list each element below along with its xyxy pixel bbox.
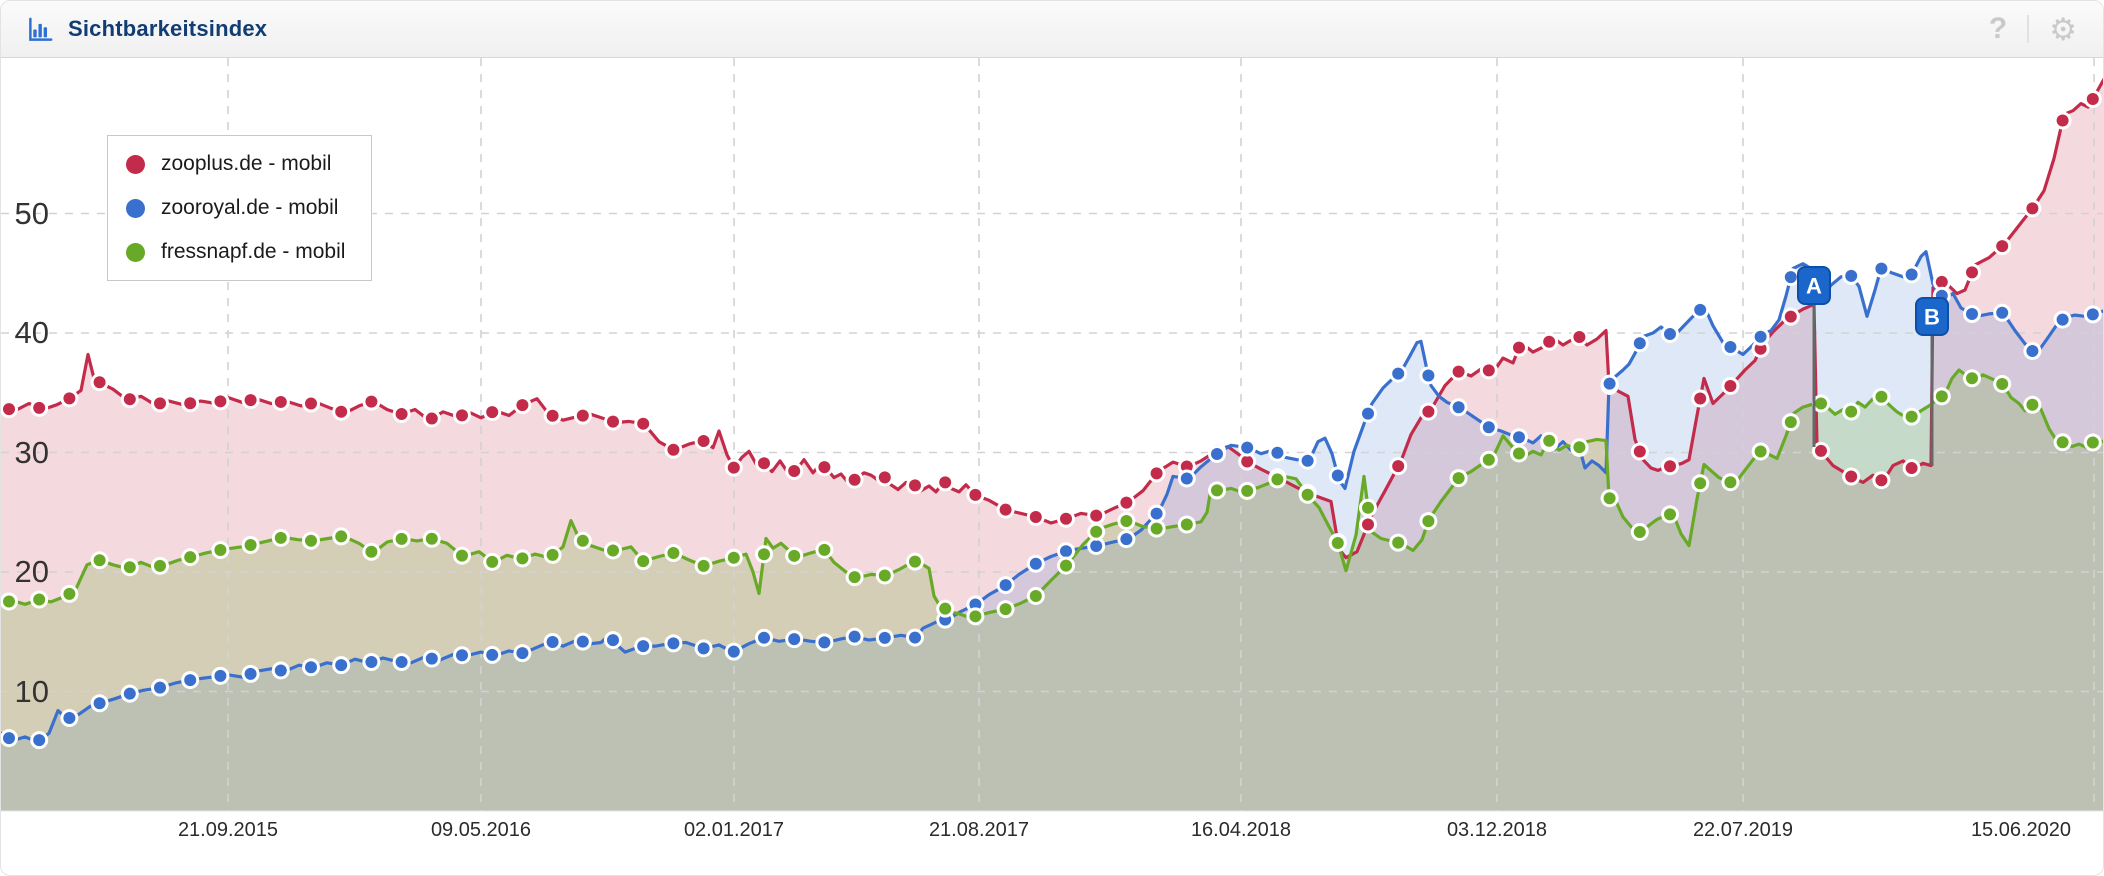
widget-title: Sichtbarkeitsindex [68, 16, 268, 41]
y-axis-label-40: 40 [14, 315, 49, 350]
x-axis-label: 15.06.2020 [1970, 819, 2072, 841]
y-axis-label-30: 30 [14, 434, 49, 470]
area-fressnapf [1, 370, 2103, 811]
legend-dot-zooplus-icon [126, 154, 145, 174]
legend-item-zooroyal[interactable]: zooroyal.de - mobil [126, 186, 345, 230]
legend-label-zooroyal: zooroyal.de - mobil [161, 196, 339, 219]
bar-chart-icon [27, 16, 54, 43]
annotation-pin-a[interactable]: A [1797, 266, 1831, 447]
x-axis-label: 03.12.2018 [1446, 819, 1548, 841]
legend-item-fressnapf[interactable]: fressnapf.de - mobil [126, 230, 345, 274]
legend-label-zooplus: zooplus.de - mobil [161, 152, 332, 175]
help-icon[interactable]: ? [1988, 12, 2008, 45]
y-axis-label-50: 50 [14, 195, 49, 231]
annotation-pin-b[interactable]: B [1915, 297, 1949, 466]
legend-label-fressnapf: fressnapf.de - mobil [161, 240, 346, 263]
x-axis-label: 09.05.2016 [430, 819, 532, 841]
x-axis-label: 21.09.2015 [177, 819, 279, 841]
settings-gear-icon[interactable]: ⚙ [2049, 11, 2077, 47]
x-axis-label: 16.04.2018 [1190, 819, 1292, 841]
widget-toolbar: Sichtbarkeitsindex ? ⚙ [1, 1, 2103, 58]
area-zooplus [1, 80, 2103, 811]
pin-box [1797, 266, 1831, 305]
pin-box [1915, 297, 1949, 336]
pin-label: B [1924, 305, 1940, 330]
y-axis-label-10: 10 [14, 673, 49, 709]
legend-item-zooplus[interactable]: zooplus.de - mobil [126, 142, 345, 186]
legend-dot-zooroyal-icon [126, 198, 145, 218]
x-axis-label: 22.07.2019 [1692, 819, 1794, 841]
x-axis-label: 21.08.2017 [928, 819, 1030, 841]
gridlines [1, 58, 2103, 812]
area-zooroyal [1, 251, 2103, 811]
legend-dot-fressnapf-icon [126, 242, 145, 262]
markers-zooplus [1, 89, 2102, 552]
y-axis-label-20: 20 [14, 554, 49, 589]
chart-legend: zooplus.de - mobil zooroyal.de - mobil f… [107, 135, 373, 281]
markers-fressnapf [1, 369, 2102, 626]
toolbar-divider [2027, 15, 2030, 43]
pin-label: A [1806, 274, 1822, 299]
x-axis-label: 02.01.2017 [683, 819, 785, 841]
